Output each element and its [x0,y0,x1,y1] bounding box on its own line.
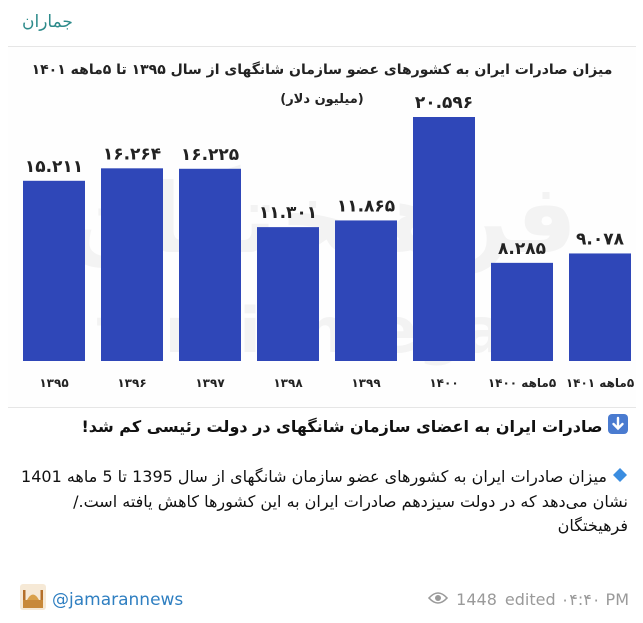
blue-diamond-icon [612,466,628,490]
edited-time: edited ۰۴:۴۰ PM [504,590,629,609]
category-label-1: ۱۳۹۶ [117,376,146,390]
eye-icon [428,590,449,609]
signature-link[interactable]: @jamarannews [52,589,184,610]
chart-title: میزان صادرات ایران به کشورهای عضو سازمان… [32,61,613,78]
bar-3 [257,227,319,361]
category-label-3: ۱۳۹۸ [273,376,303,390]
category-label-5: ۱۴۰۰ [429,376,458,390]
value-label-5: ۲۰.۵۹۶ [415,93,473,113]
value-label-6: ۸.۲۸۵ [498,239,546,259]
value-label-3: ۱۱.۳۰۱ [259,203,317,223]
post-body: میزان صادرات ایران به کشورهای عضو سازمان… [20,465,628,538]
chart-subtitle: (میلیون دلار) [280,92,363,107]
bar-1 [101,168,163,361]
channel-name[interactable]: جماران [22,12,73,32]
value-label-2: ۱۶.۲۲۵ [181,145,239,165]
bar-7 [569,253,631,361]
headline-text: صادرات ایران به اعضای سازمان شانگهای در … [81,417,603,436]
view-count: 1448 [456,590,497,609]
signature[interactable]: @jamarannews [20,584,183,615]
category-label-4: ۱۳۹۹ [351,376,381,390]
message-footer: @jamarannews 1448 edited ۰۴:۴۰ PM [0,580,643,620]
watermark-text-latin: farhikhtegan [96,294,548,367]
message-meta: 1448 edited ۰۴:۴۰ PM [428,590,629,609]
down-arrow-icon [608,414,628,441]
post-text: صادرات ایران به اعضای سازمان شانگهای در … [20,414,628,538]
category-label-7: ۵ماهه ۱۴۰۱ [566,376,634,390]
bar-2 [179,168,241,361]
body-text: میزان صادرات ایران به کشورهای عضو سازمان… [21,467,628,535]
bar-5 [413,117,475,361]
chart-image[interactable]: فرهیختگان farhikhtegan میزان صادرات ایرا… [8,46,636,408]
value-label-0: ۱۵.۲۱۱ [25,157,83,177]
category-label-2: ۱۳۹۷ [195,376,225,390]
value-label-1: ۱۶.۲۶۴ [103,144,161,164]
value-label-7: ۹.۰۷۸ [576,229,625,249]
channel-header: جماران [0,0,643,46]
category-label-0: ۱۳۹۵ [39,376,68,390]
value-label-4: ۱۱.۸۶۵ [337,196,395,216]
mosque-icon [20,584,46,615]
bar-0 [23,180,85,361]
bar-4 [335,220,397,361]
bar-6 [491,262,553,361]
category-label-6: ۵ماهه ۱۴۰۰ [488,376,556,390]
bar-chart: فرهیختگان farhikhtegan میزان صادرات ایرا… [23,61,634,390]
post-headline: صادرات ایران به اعضای سازمان شانگهای در … [20,414,628,441]
